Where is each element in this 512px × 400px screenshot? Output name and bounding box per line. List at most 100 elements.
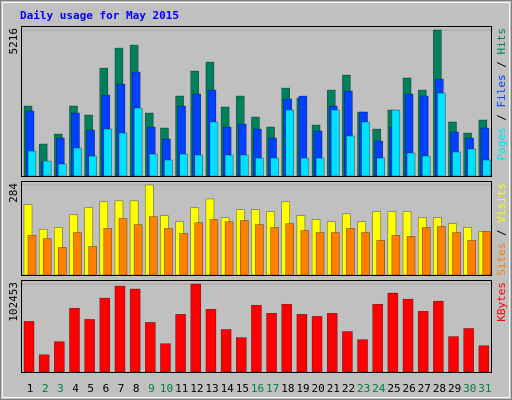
bar — [315, 232, 325, 276]
bar — [357, 339, 368, 373]
bar — [402, 298, 414, 373]
legend-entry: KBytes — [495, 282, 508, 322]
x-tick-label: 25 — [387, 382, 400, 395]
bar — [452, 151, 461, 177]
bar — [270, 157, 279, 177]
bar — [478, 345, 490, 373]
bar — [133, 224, 143, 276]
x-tick-label: 11 — [175, 382, 188, 395]
x-tick-label: 2 — [42, 382, 49, 395]
bar — [255, 224, 264, 276]
x-tick-label: 31 — [478, 382, 491, 395]
legend-entry: Files — [495, 74, 508, 107]
x-tick-label: 9 — [148, 382, 155, 395]
bar — [281, 303, 292, 373]
bar — [361, 232, 370, 276]
bar — [194, 222, 204, 276]
x-tick-label: 30 — [463, 382, 476, 395]
bar — [270, 227, 279, 276]
bar — [417, 311, 429, 373]
bar — [448, 336, 459, 373]
bar — [251, 304, 262, 373]
bar — [220, 329, 232, 373]
bar — [224, 154, 234, 177]
bar — [205, 309, 217, 373]
bar — [58, 163, 67, 177]
bar — [58, 247, 67, 276]
bar — [421, 227, 431, 276]
bar — [311, 316, 323, 373]
bar — [160, 343, 171, 373]
x-tick-label: 13 — [205, 382, 218, 395]
bar — [452, 232, 461, 276]
bar — [346, 228, 355, 276]
bar — [179, 153, 188, 177]
bar — [179, 233, 188, 276]
x-tick-label: 16 — [251, 382, 264, 395]
bar — [88, 246, 97, 276]
bar — [463, 328, 474, 373]
x-tick-label: 21 — [327, 382, 340, 395]
bar — [114, 285, 126, 373]
bar — [103, 228, 113, 276]
bar — [164, 159, 173, 177]
x-tick-label: 24 — [372, 382, 386, 395]
bar — [194, 154, 204, 177]
bar — [433, 300, 444, 373]
bar — [240, 154, 249, 177]
bar — [482, 231, 492, 276]
legend: Sites / Visits — [495, 183, 508, 276]
bar — [118, 218, 128, 276]
bar — [240, 220, 249, 276]
bar — [437, 92, 446, 177]
bar — [69, 308, 80, 373]
x-tick-label: 15 — [236, 382, 249, 395]
bar — [285, 109, 294, 177]
x-tick-label: 22 — [342, 382, 355, 395]
bar — [437, 226, 446, 276]
bar — [236, 337, 247, 373]
x-tick-label: 5 — [87, 382, 94, 395]
bar — [406, 236, 416, 276]
bar — [330, 232, 340, 276]
bar — [73, 232, 82, 276]
legend-entry: Visits — [495, 183, 508, 223]
bar — [224, 221, 234, 276]
legend-entry: Hits — [495, 28, 508, 55]
legend-separator: / — [495, 223, 508, 243]
bar — [190, 283, 202, 373]
bar — [467, 240, 476, 276]
bar — [27, 235, 37, 276]
bar — [326, 313, 338, 373]
legend-separator: / — [495, 108, 508, 128]
bar — [376, 157, 385, 177]
bar — [209, 121, 219, 177]
bar — [175, 314, 186, 373]
bar — [99, 297, 111, 373]
bar — [315, 157, 325, 177]
bar — [346, 135, 355, 177]
x-tick-label: 1 — [27, 382, 34, 395]
bar — [27, 150, 37, 177]
bar — [421, 155, 431, 177]
bar — [255, 157, 264, 177]
bar — [209, 219, 219, 276]
x-tick-label: 7 — [118, 382, 125, 395]
legend-separator: / — [495, 55, 508, 75]
x-tick-label: 23 — [357, 382, 370, 395]
bar — [38, 354, 50, 373]
bar — [467, 148, 476, 177]
bar — [372, 303, 383, 373]
bar — [145, 322, 156, 373]
y-tick-label: 5216 — [7, 28, 20, 55]
bar — [103, 128, 113, 177]
bar — [88, 155, 97, 177]
bar — [164, 228, 173, 276]
bar — [300, 157, 310, 177]
x-tick-label: 8 — [133, 382, 140, 395]
bar — [133, 107, 143, 177]
chart-title: Daily usage for May 2015 — [20, 9, 179, 22]
bar — [342, 331, 353, 373]
